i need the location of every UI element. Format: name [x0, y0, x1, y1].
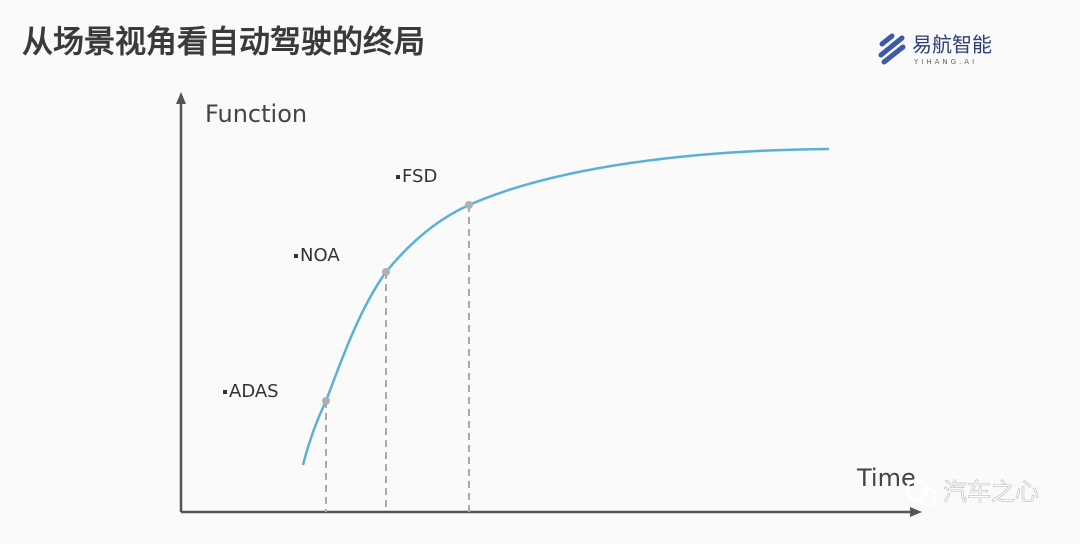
watermark-icon: [918, 487, 938, 507]
y-axis-arrow: [176, 92, 186, 104]
logo-icon: [878, 33, 906, 65]
stage-points: [322, 201, 473, 405]
logo-sub: YIHANG.AI: [913, 58, 977, 66]
logo: 易航智能 YIHANG.AI: [878, 33, 992, 66]
stage-labels: ADAS NOA FSD: [223, 166, 437, 402]
x-axis-arrow: [910, 507, 922, 517]
stage-label: NOA: [300, 245, 340, 266]
stage-label: ADAS: [229, 381, 279, 402]
y-axis-label: Function: [205, 100, 307, 128]
bullet: [223, 390, 227, 394]
axes: [176, 92, 922, 517]
stage-point: [322, 397, 330, 405]
guide-lines: [325, 205, 470, 512]
stage-point: [465, 201, 473, 209]
bullet: [396, 175, 400, 179]
slide-title: 从场景视角看自动驾驶的终局: [22, 25, 425, 61]
watermark-text: 汽车之心: [943, 478, 1039, 506]
logo-name: 易航智能: [912, 33, 992, 57]
stage-point: [382, 268, 390, 276]
x-axis-label: Time: [856, 464, 916, 492]
watermark: 汽车之心: [905, 478, 1039, 507]
bullet: [294, 254, 298, 258]
stage-label: FSD: [402, 166, 437, 187]
